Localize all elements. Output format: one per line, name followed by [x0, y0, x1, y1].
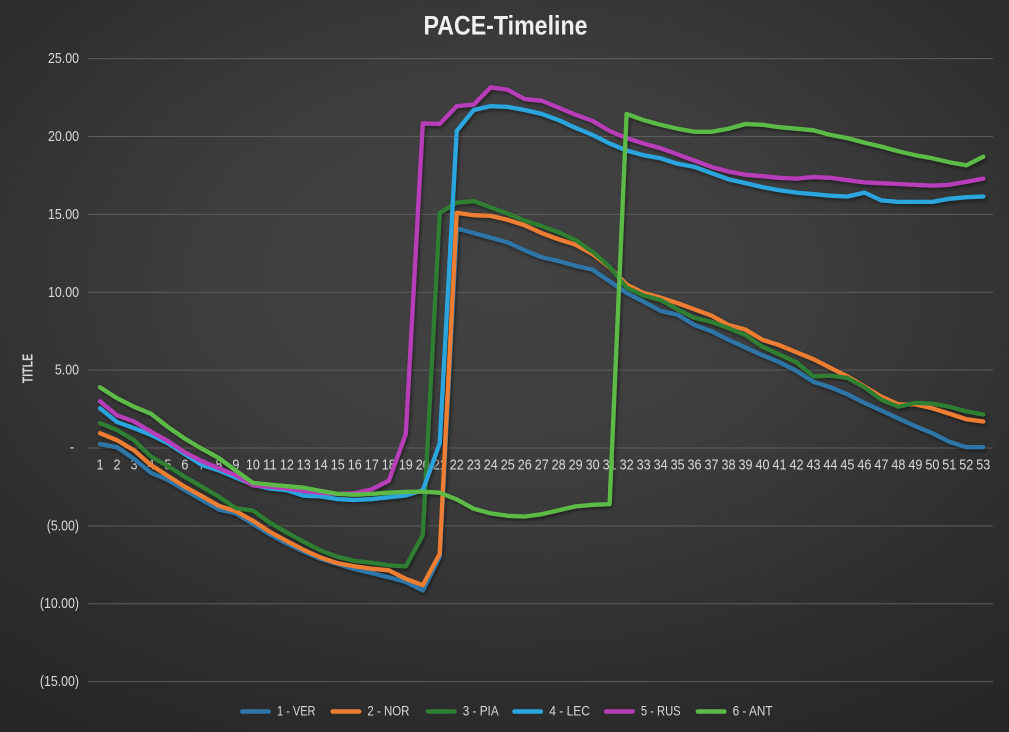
- svg-text:28: 28: [552, 457, 566, 473]
- svg-text:48: 48: [891, 457, 905, 473]
- svg-text:44: 44: [823, 457, 837, 473]
- svg-text:15: 15: [331, 457, 345, 473]
- svg-text:2 - NOR: 2 - NOR: [367, 703, 409, 719]
- svg-text:41: 41: [773, 457, 787, 473]
- svg-text:51: 51: [942, 457, 956, 473]
- svg-text:(15.00): (15.00): [40, 673, 79, 690]
- svg-text:5 - RUS: 5 - RUS: [641, 703, 681, 719]
- svg-text:3: 3: [131, 457, 138, 473]
- svg-text:33: 33: [637, 457, 651, 473]
- svg-text:23: 23: [467, 457, 481, 473]
- svg-text:13: 13: [297, 457, 311, 473]
- svg-text:36: 36: [688, 457, 702, 473]
- svg-text:53: 53: [976, 457, 990, 473]
- svg-text:49: 49: [908, 457, 922, 473]
- svg-text:-: -: [70, 439, 75, 456]
- svg-text:35: 35: [671, 457, 685, 473]
- svg-text:(10.00): (10.00): [40, 595, 79, 612]
- svg-text:11: 11: [263, 457, 277, 473]
- svg-text:29: 29: [569, 457, 583, 473]
- svg-text:22: 22: [450, 457, 464, 473]
- svg-text:42: 42: [790, 457, 804, 473]
- svg-text:3 - PIA: 3 - PIA: [463, 703, 499, 719]
- svg-text:10: 10: [246, 457, 260, 473]
- svg-text:(5.00): (5.00): [47, 517, 79, 534]
- svg-text:43: 43: [807, 457, 821, 473]
- svg-text:12: 12: [280, 457, 294, 473]
- svg-text:27: 27: [535, 457, 549, 473]
- svg-text:PACE-Timeline: PACE-Timeline: [424, 11, 588, 41]
- svg-text:47: 47: [874, 457, 888, 473]
- svg-text:39: 39: [739, 457, 753, 473]
- svg-text:52: 52: [959, 457, 973, 473]
- svg-text:2: 2: [114, 457, 121, 473]
- svg-text:TITLE: TITLE: [20, 354, 37, 384]
- svg-text:1: 1: [97, 457, 104, 473]
- svg-text:9: 9: [232, 457, 239, 473]
- svg-text:6: 6: [181, 457, 188, 473]
- svg-text:25.00: 25.00: [48, 50, 79, 67]
- svg-text:16: 16: [348, 457, 362, 473]
- svg-text:38: 38: [722, 457, 736, 473]
- svg-text:4 - LEC: 4 - LEC: [549, 703, 590, 719]
- svg-text:37: 37: [705, 457, 719, 473]
- svg-text:26: 26: [518, 457, 532, 473]
- svg-text:25: 25: [501, 457, 515, 473]
- svg-text:8: 8: [215, 457, 222, 473]
- svg-text:24: 24: [484, 457, 498, 473]
- svg-text:19: 19: [399, 457, 413, 473]
- svg-text:30: 30: [586, 457, 600, 473]
- svg-text:50: 50: [925, 457, 939, 473]
- svg-text:15.00: 15.00: [48, 206, 79, 223]
- svg-text:46: 46: [857, 457, 871, 473]
- svg-text:17: 17: [365, 457, 379, 473]
- svg-text:1 - VER: 1 - VER: [277, 703, 316, 719]
- svg-text:40: 40: [756, 457, 770, 473]
- svg-text:45: 45: [840, 457, 854, 473]
- svg-text:32: 32: [620, 457, 634, 473]
- svg-text:34: 34: [654, 457, 668, 473]
- svg-text:10.00: 10.00: [48, 284, 79, 301]
- svg-text:20.00: 20.00: [48, 128, 79, 145]
- svg-text:5.00: 5.00: [55, 362, 79, 379]
- svg-text:14: 14: [314, 457, 328, 473]
- svg-text:6 - ANT: 6 - ANT: [733, 703, 773, 719]
